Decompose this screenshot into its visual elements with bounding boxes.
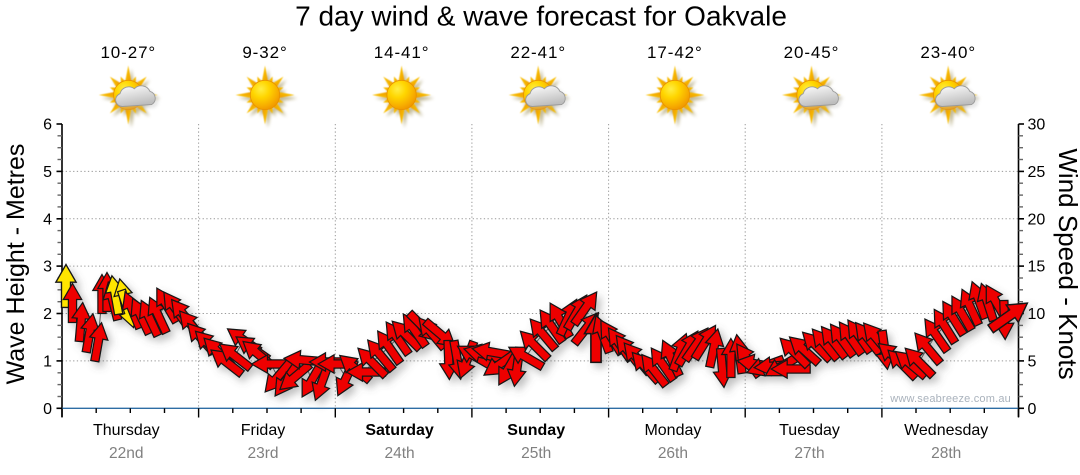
svg-text:25: 25 <box>1028 164 1046 181</box>
svg-text:5: 5 <box>1028 353 1037 370</box>
svg-text:10: 10 <box>1028 306 1046 323</box>
svg-text:Friday: Friday <box>241 422 285 439</box>
svg-text:23-40°: 23-40° <box>920 43 976 62</box>
svg-text:7 day wind & wave forecast for: 7 day wind & wave forecast for Oakvale <box>295 1 787 32</box>
svg-text:17-42°: 17-42° <box>647 43 703 62</box>
svg-text:25th: 25th <box>521 445 551 462</box>
svg-text:20: 20 <box>1028 211 1046 228</box>
svg-text:0: 0 <box>43 401 52 418</box>
svg-text:Saturday: Saturday <box>365 422 434 439</box>
svg-text:Wind Speed - Knots: Wind Speed - Knots <box>1053 148 1080 379</box>
svg-text:Wednesday: Wednesday <box>904 422 988 439</box>
svg-text:5: 5 <box>43 164 52 181</box>
svg-text:15: 15 <box>1028 259 1046 276</box>
svg-text:0: 0 <box>1028 401 1037 418</box>
svg-text:10-27°: 10-27° <box>100 43 156 62</box>
svg-text:3: 3 <box>43 259 52 276</box>
svg-text:30: 30 <box>1028 117 1046 134</box>
svg-text:23rd: 23rd <box>247 445 278 462</box>
svg-text:20-45°: 20-45° <box>784 43 840 62</box>
svg-text:27th: 27th <box>794 445 824 462</box>
svg-text:Wave Height - Metres: Wave Height - Metres <box>2 144 30 385</box>
svg-text:Monday: Monday <box>644 422 701 439</box>
svg-text:22nd: 22nd <box>109 445 143 462</box>
svg-text:14-41°: 14-41° <box>374 43 430 62</box>
svg-text:2: 2 <box>43 306 52 323</box>
svg-text:22-41°: 22-41° <box>510 43 566 62</box>
svg-text:Tuesday: Tuesday <box>779 422 840 439</box>
svg-text:26th: 26th <box>658 445 688 462</box>
svg-text:28th: 28th <box>931 445 961 462</box>
svg-text:www.seabreeze.com.au: www.seabreeze.com.au <box>889 393 1011 405</box>
svg-text:Thursday: Thursday <box>93 422 160 439</box>
svg-text:6: 6 <box>43 117 52 134</box>
svg-text:1: 1 <box>43 353 52 370</box>
svg-text:Sunday: Sunday <box>507 422 565 439</box>
svg-text:9-32°: 9-32° <box>242 43 287 62</box>
svg-text:24th: 24th <box>385 445 415 462</box>
svg-text:4: 4 <box>43 211 52 228</box>
